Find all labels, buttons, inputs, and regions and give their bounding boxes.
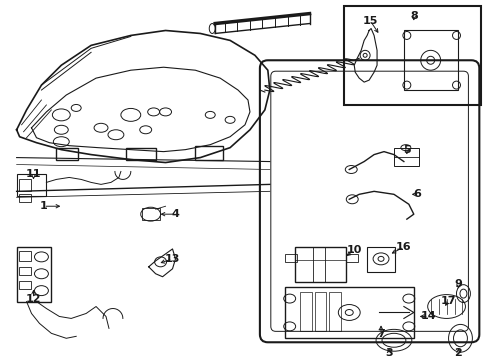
Bar [19,267,30,275]
Bar [315,292,326,331]
Bar [367,247,395,272]
Bar [329,292,342,331]
Text: 11: 11 [26,170,41,180]
Bar [404,31,459,90]
Bar [19,194,30,202]
Text: 16: 16 [396,242,412,252]
Text: 17: 17 [441,296,456,306]
Text: 8: 8 [410,10,417,21]
Text: 7: 7 [377,329,385,339]
Text: 10: 10 [346,245,362,255]
Text: 6: 6 [413,189,421,199]
Text: 14: 14 [421,311,437,321]
Bar [285,287,414,338]
Text: 4: 4 [172,209,179,219]
Text: 2: 2 [455,348,463,358]
Text: 9: 9 [455,279,463,289]
Bar [285,254,296,262]
Bar [344,6,481,105]
Bar [19,281,30,289]
Bar [19,179,30,192]
Bar [196,146,223,159]
Text: 12: 12 [26,293,41,303]
Text: 5: 5 [403,145,411,155]
Text: 3: 3 [385,348,393,358]
Bar [299,292,312,331]
Bar [56,148,78,159]
Bar [394,148,419,166]
Bar [126,148,156,159]
Bar [19,251,30,261]
Bar [142,208,160,220]
Bar [346,254,358,262]
Bar [294,247,346,282]
Text: 13: 13 [165,254,180,264]
Bar [17,247,51,302]
Text: 15: 15 [363,15,378,26]
Bar [17,175,47,196]
Text: 1: 1 [40,201,48,211]
